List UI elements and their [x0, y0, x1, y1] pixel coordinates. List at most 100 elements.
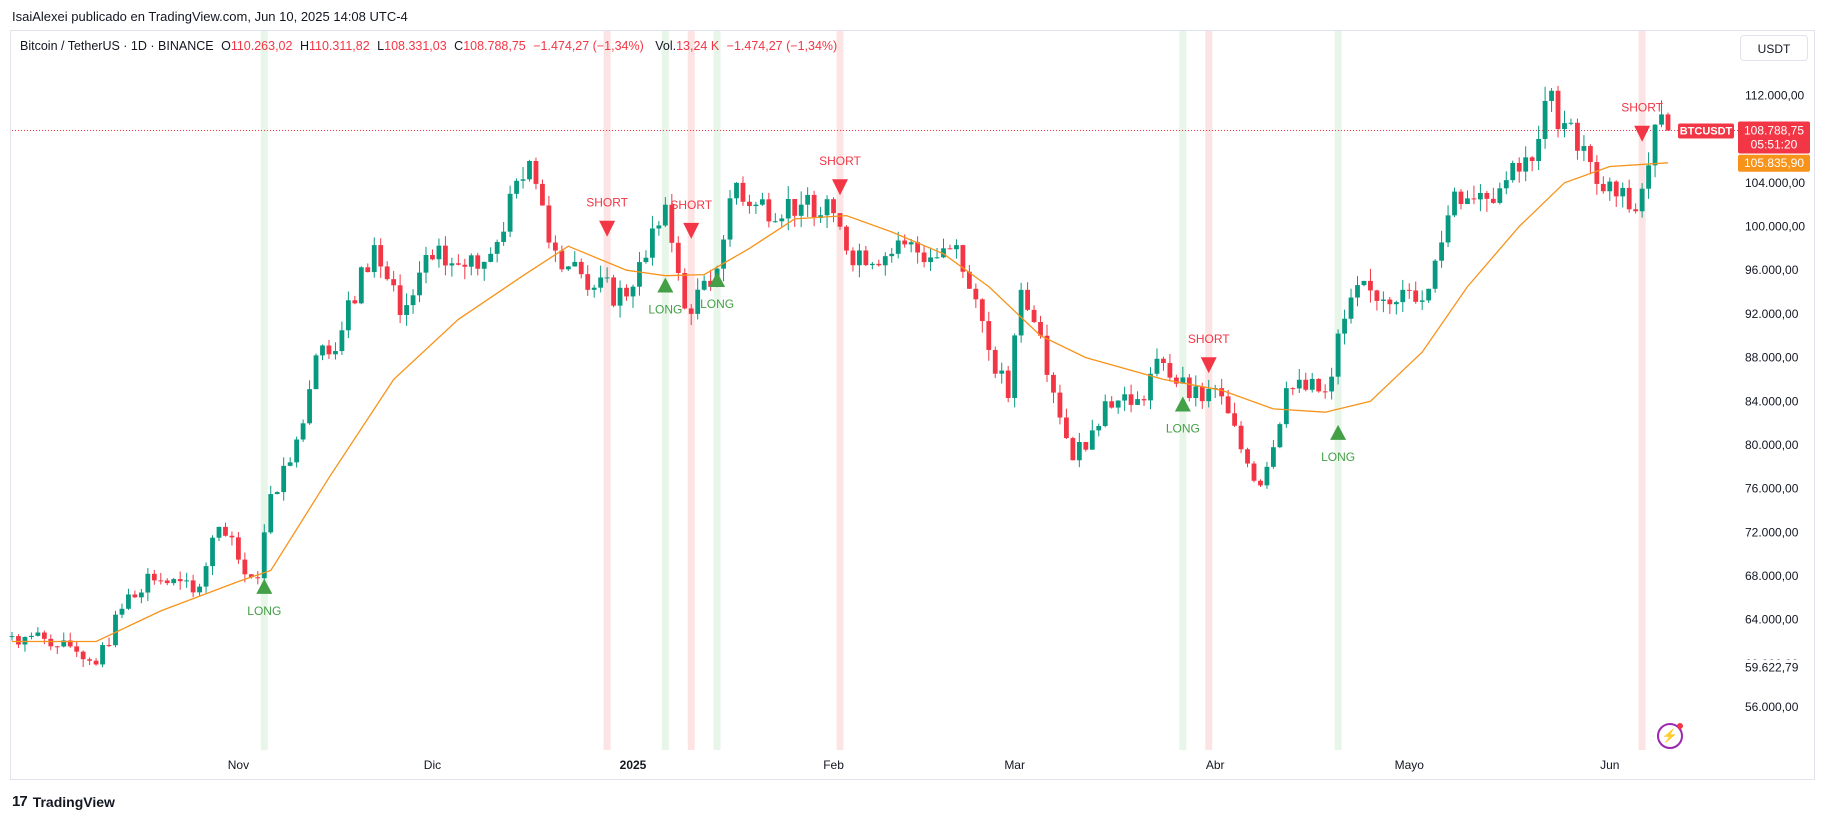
- y-axis-tick-12: 64.000,00: [1745, 613, 1799, 627]
- tradingview-footer[interactable]: 17 TradingView: [12, 793, 115, 810]
- candle: [1167, 354, 1173, 382]
- candle: [145, 568, 151, 602]
- candle: [572, 251, 578, 267]
- y-axis-tick-4: 96.000,00: [1745, 263, 1799, 277]
- candle: [1568, 118, 1574, 126]
- candle: [1076, 432, 1082, 468]
- candle: [1025, 282, 1030, 311]
- candle: [1283, 381, 1289, 428]
- ticker-label: BTCUSDT: [1680, 126, 1733, 138]
- candle: [443, 236, 448, 276]
- candle: [611, 274, 616, 308]
- open-value: 110.263,02: [230, 39, 293, 53]
- candle: [268, 485, 274, 535]
- candle: [1258, 479, 1263, 488]
- symbol-title[interactable]: Bitcoin / TetherUS · 1D · BINANCE: [20, 39, 214, 53]
- candle: [352, 295, 358, 305]
- candle: [1186, 373, 1192, 402]
- last-price-badge: [1738, 121, 1810, 154]
- candle: [197, 583, 202, 596]
- candle: [1277, 422, 1283, 449]
- candle: [138, 588, 144, 604]
- candle: [695, 278, 701, 320]
- candle: [1271, 440, 1276, 469]
- currency-button[interactable]: USDT: [1740, 35, 1808, 61]
- candle: [1232, 402, 1237, 427]
- candle: [410, 289, 416, 314]
- candle: [1089, 419, 1095, 450]
- candle: [261, 524, 267, 581]
- volume-change-value: −1.474,27 (−1,34%): [726, 39, 838, 53]
- candle: [1070, 436, 1076, 461]
- long-signal-label-6: LONG: [1166, 422, 1200, 436]
- candle: [365, 263, 371, 273]
- y-axis-tick-2: 104.000,00: [1745, 176, 1805, 190]
- candle: [999, 362, 1005, 384]
- candle: [242, 552, 248, 583]
- candle: [87, 657, 93, 666]
- candle: [1490, 187, 1496, 204]
- candle: [22, 636, 28, 652]
- candle: [624, 284, 629, 301]
- x-axis-tick-4: Mar: [1004, 758, 1025, 772]
- footer-brand: TradingView: [32, 793, 115, 810]
- candle: [727, 190, 733, 247]
- long-signal-arrow-0: [256, 578, 273, 594]
- candle: [1012, 333, 1018, 408]
- candle: [1562, 110, 1567, 138]
- candle: [1342, 309, 1347, 345]
- x-axis-tick-0: Nov: [228, 758, 249, 772]
- candle: [1529, 155, 1535, 172]
- candle: [171, 577, 177, 586]
- candle: [449, 257, 455, 277]
- candle: [1452, 187, 1457, 218]
- candle: [992, 346, 998, 379]
- candle: [1413, 281, 1419, 304]
- candle: [863, 245, 869, 267]
- candle: [378, 238, 384, 278]
- y-axis-tick-9: 76.000,00: [1745, 482, 1799, 496]
- candle: [1374, 289, 1380, 311]
- candle: [882, 252, 888, 276]
- signal-band-1: [603, 31, 611, 750]
- y-axis-tick-14: 56.000,00: [1745, 700, 1799, 714]
- candle: [792, 198, 798, 227]
- candle: [1303, 372, 1309, 392]
- candle: [1193, 375, 1199, 407]
- lightning-icon[interactable]: ⚡: [1657, 723, 1683, 749]
- candle: [1639, 183, 1645, 218]
- candle: [326, 339, 332, 360]
- candle: [1419, 290, 1425, 310]
- candle: [857, 243, 862, 278]
- candle: [954, 239, 959, 259]
- candle: [902, 234, 908, 248]
- candle: [701, 275, 707, 291]
- candle: [320, 344, 325, 361]
- published-info: IsaiAlexei publicado en TradingView.com,…: [12, 9, 408, 24]
- candle: [876, 259, 882, 267]
- long-signal-label-0: LONG: [247, 604, 281, 618]
- candle: [1633, 203, 1639, 214]
- candle: [248, 574, 254, 579]
- candle: [1238, 421, 1244, 454]
- candle: [895, 231, 901, 259]
- candle: [1348, 288, 1354, 324]
- candle: [54, 645, 60, 655]
- candle: [229, 531, 235, 546]
- candle: [772, 213, 778, 223]
- candle: [1406, 283, 1412, 299]
- candle: [1161, 356, 1166, 371]
- tradingview-logo-icon: 17: [12, 793, 28, 810]
- candle: [1251, 461, 1257, 483]
- candle: [1128, 384, 1134, 413]
- candle: [1296, 369, 1302, 393]
- long-signal-label-8: LONG: [1321, 450, 1355, 464]
- signal-band-8: [1334, 31, 1342, 750]
- candle: [766, 192, 772, 228]
- candle: [540, 179, 545, 206]
- signal-band-9: [1638, 31, 1646, 750]
- ticker-badge: [1678, 123, 1734, 139]
- long-signal-arrow-8: [1330, 424, 1347, 440]
- close-label: C: [454, 39, 464, 53]
